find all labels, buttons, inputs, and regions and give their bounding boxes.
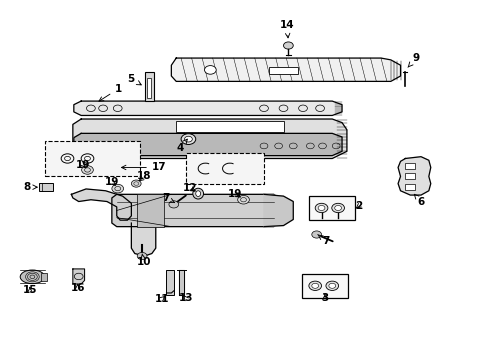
Text: 17: 17 <box>121 162 166 172</box>
Circle shape <box>283 42 293 49</box>
Polygon shape <box>74 101 341 116</box>
Bar <box>176 121 283 132</box>
Text: 6: 6 <box>413 194 424 207</box>
Circle shape <box>131 180 141 187</box>
Ellipse shape <box>195 191 200 197</box>
Text: 2: 2 <box>355 201 362 211</box>
Text: 14: 14 <box>279 20 294 38</box>
Bar <box>185 153 264 184</box>
Polygon shape <box>264 194 293 226</box>
Text: 11: 11 <box>154 294 168 304</box>
Text: 5: 5 <box>127 74 141 85</box>
Circle shape <box>112 184 123 193</box>
Circle shape <box>325 281 338 291</box>
Circle shape <box>181 134 195 144</box>
Text: 19: 19 <box>227 189 242 199</box>
Text: 7: 7 <box>162 193 174 203</box>
Circle shape <box>184 136 192 142</box>
Circle shape <box>315 203 327 213</box>
Circle shape <box>318 206 325 211</box>
Polygon shape <box>397 157 430 195</box>
Circle shape <box>334 206 341 211</box>
Polygon shape <box>112 194 278 226</box>
Text: 18: 18 <box>137 171 151 181</box>
Text: 15: 15 <box>22 285 37 296</box>
Text: 19: 19 <box>104 177 119 187</box>
Circle shape <box>328 283 335 288</box>
Text: 1: 1 <box>99 84 122 101</box>
Bar <box>302 274 347 298</box>
Polygon shape <box>71 189 131 220</box>
Bar <box>41 273 46 281</box>
Text: 3: 3 <box>321 293 328 303</box>
Text: 8: 8 <box>23 182 37 192</box>
Text: 16: 16 <box>70 283 85 293</box>
Bar <box>405 184 414 190</box>
Circle shape <box>311 231 321 238</box>
Circle shape <box>311 283 318 288</box>
Polygon shape <box>74 134 341 156</box>
Ellipse shape <box>192 188 203 199</box>
Circle shape <box>81 166 93 174</box>
Text: 9: 9 <box>407 53 419 67</box>
Text: 19: 19 <box>75 159 90 170</box>
Bar <box>268 67 298 74</box>
Bar <box>137 194 163 226</box>
Circle shape <box>168 201 178 208</box>
Bar <box>144 72 154 101</box>
Text: 4: 4 <box>176 139 187 153</box>
Bar <box>405 173 414 179</box>
Bar <box>44 140 140 176</box>
Polygon shape <box>73 269 84 284</box>
Circle shape <box>137 252 147 260</box>
Text: 13: 13 <box>179 293 193 303</box>
Bar <box>308 196 354 220</box>
Text: 10: 10 <box>136 254 150 267</box>
Circle shape <box>308 281 321 291</box>
Circle shape <box>331 203 344 213</box>
Polygon shape <box>73 119 346 158</box>
Polygon shape <box>131 223 156 256</box>
Polygon shape <box>178 270 183 296</box>
Bar <box>39 183 53 192</box>
Text: 12: 12 <box>182 183 197 193</box>
Polygon shape <box>171 58 400 81</box>
Bar <box>147 78 151 98</box>
Circle shape <box>237 195 249 204</box>
Text: 7: 7 <box>317 235 329 246</box>
Bar <box>405 163 414 168</box>
Ellipse shape <box>20 270 44 284</box>
Bar <box>166 270 174 295</box>
Circle shape <box>204 66 216 74</box>
